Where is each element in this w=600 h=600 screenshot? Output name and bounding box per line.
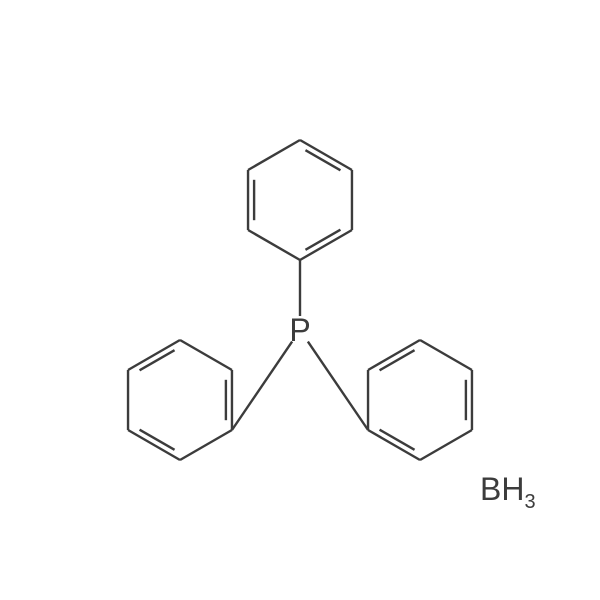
- bond: [180, 430, 232, 460]
- bond: [300, 230, 352, 260]
- bond: [248, 140, 300, 170]
- bond: [180, 340, 232, 370]
- molecule-diagram: P BH3: [0, 0, 600, 600]
- bond: [248, 230, 300, 260]
- bond: [368, 430, 420, 460]
- bond: [420, 430, 472, 460]
- borane-label-sub: 3: [524, 491, 535, 513]
- bond: [128, 430, 180, 460]
- phosphorus-atom-label: P: [289, 312, 310, 348]
- bond: [232, 342, 292, 430]
- bond: [368, 340, 420, 370]
- bond: [308, 342, 368, 430]
- bond: [420, 340, 472, 370]
- borane-label-main: BH: [480, 471, 524, 507]
- borane-label: BH3: [480, 471, 536, 513]
- bond: [300, 140, 352, 170]
- bond: [128, 340, 180, 370]
